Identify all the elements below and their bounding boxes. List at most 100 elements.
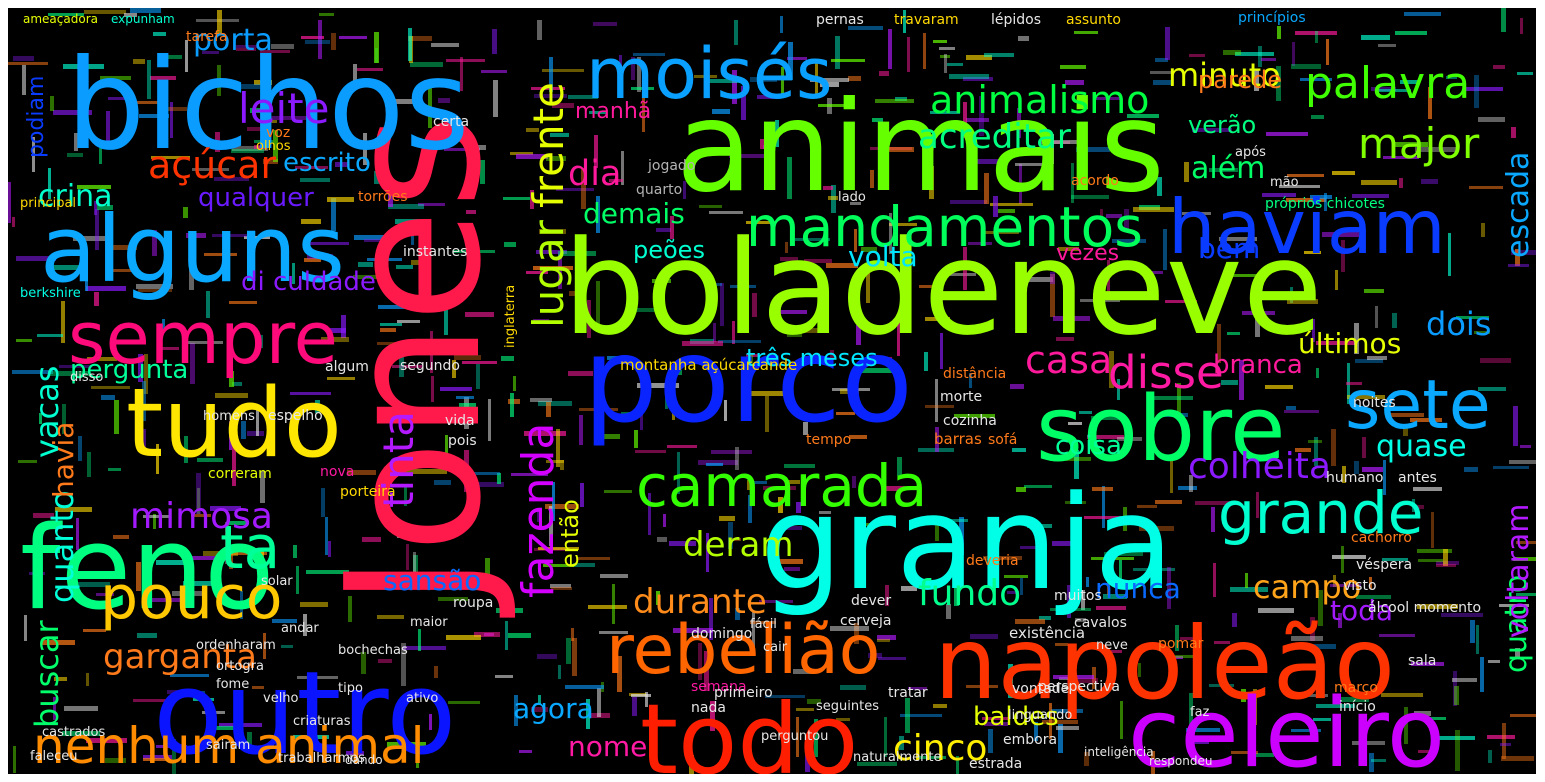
filler-glyph — [1138, 663, 1141, 677]
filler-glyph — [732, 321, 735, 344]
filler-glyph — [1231, 751, 1258, 754]
word-79: manhã — [575, 99, 651, 124]
filler-glyph — [1383, 460, 1386, 495]
word-132: deveria — [966, 553, 1019, 569]
word-171: faleceu — [30, 749, 78, 764]
filler-glyph — [785, 480, 800, 484]
filler-glyph — [1410, 717, 1446, 720]
filler-glyph — [305, 40, 330, 44]
word-128: véspera — [1356, 557, 1412, 573]
filler-glyph — [889, 223, 917, 226]
filler-glyph — [136, 562, 141, 591]
filler-glyph — [534, 94, 567, 98]
filler-glyph — [669, 541, 696, 546]
filler-glyph — [1331, 429, 1336, 466]
filler-glyph — [229, 549, 233, 569]
filler-glyph — [143, 755, 172, 759]
filler-glyph — [1362, 437, 1366, 458]
filler-glyph — [1104, 552, 1143, 556]
word-38: mimosa — [130, 496, 273, 537]
filler-glyph — [438, 98, 450, 103]
faint-words-layer — [8, 8, 1536, 774]
word-97: certa — [433, 114, 469, 130]
filler-glyph — [1371, 759, 1386, 762]
filler-glyph — [225, 522, 229, 564]
filler-glyph — [1511, 250, 1536, 255]
filler-glyph — [728, 522, 733, 549]
word-77: baldes — [973, 702, 1059, 732]
filler-glyph — [156, 444, 159, 474]
filler-glyph — [87, 357, 117, 361]
filler-glyph — [946, 652, 950, 682]
filler-glyph — [787, 157, 792, 199]
filler-glyph — [765, 396, 769, 432]
word-85: berkshire — [20, 286, 81, 301]
filler-glyph — [704, 79, 741, 83]
filler-glyph — [1221, 380, 1238, 385]
filler-glyph — [1361, 180, 1397, 185]
filler-glyph — [150, 76, 176, 80]
filler-glyph — [1414, 505, 1424, 509]
filler-glyph — [531, 87, 565, 90]
filler-glyph — [308, 242, 349, 245]
filler-glyph — [468, 145, 486, 150]
word-21: sete — [1345, 366, 1491, 445]
filler-glyph — [1286, 406, 1296, 410]
filler-glyph — [300, 602, 328, 607]
filler-glyph — [552, 103, 574, 108]
filler-glyph — [514, 695, 518, 726]
filler-glyph — [301, 36, 324, 39]
filler-glyph — [925, 317, 950, 321]
word-107: lépidos — [991, 12, 1041, 28]
filler-glyph — [78, 582, 110, 587]
word-169: trabalharmos — [278, 751, 365, 766]
filler-glyph — [166, 107, 187, 111]
filler-glyph — [545, 504, 579, 509]
filler-glyph — [609, 179, 623, 182]
word-121: cozinha — [943, 413, 997, 429]
filler-glyph — [1392, 313, 1397, 328]
filler-glyph — [947, 63, 963, 66]
filler-glyph — [973, 159, 999, 164]
filler-glyph — [95, 209, 99, 250]
filler-glyph — [331, 198, 336, 231]
filler-glyph — [537, 654, 557, 659]
filler-glyph — [434, 480, 451, 485]
filler-glyph — [533, 266, 573, 270]
filler-glyph — [1016, 487, 1026, 492]
filler-glyph — [1508, 264, 1529, 267]
word-88: correram — [208, 466, 272, 482]
word-42: campo — [1253, 568, 1361, 606]
filler-glyph — [1253, 689, 1257, 725]
filler-glyph — [1242, 311, 1275, 315]
filler-glyph — [485, 558, 490, 586]
filler-glyph — [946, 604, 951, 619]
word-92: voz — [266, 125, 290, 141]
filler-glyph — [357, 68, 383, 71]
filler-glyph — [823, 186, 833, 190]
filler-glyph — [1153, 80, 1172, 85]
word-170: castrados — [42, 725, 106, 740]
word-138: sala — [1408, 653, 1436, 669]
filler-glyph — [189, 249, 194, 290]
filler-glyph — [652, 279, 671, 283]
filler-glyph — [1417, 549, 1452, 553]
filler-glyph — [840, 685, 866, 690]
filler-glyph — [321, 488, 325, 517]
filler-glyph — [236, 48, 256, 51]
filler-glyph — [602, 434, 620, 439]
word-7: alguns — [40, 196, 345, 303]
filler-glyph — [698, 643, 702, 680]
word-67: voltaram — [1501, 503, 1536, 638]
filler-glyph — [735, 447, 739, 470]
filler-glyph — [1124, 209, 1129, 232]
filler-glyph — [848, 76, 861, 81]
filler-glyph — [1262, 193, 1296, 197]
filler-glyph — [367, 258, 402, 261]
filler-glyph — [793, 669, 814, 674]
filler-glyph — [204, 253, 237, 256]
filler-glyph — [303, 614, 307, 636]
filler-glyph — [1501, 756, 1534, 761]
filler-glyph — [212, 234, 248, 237]
filler-glyph — [807, 699, 821, 704]
